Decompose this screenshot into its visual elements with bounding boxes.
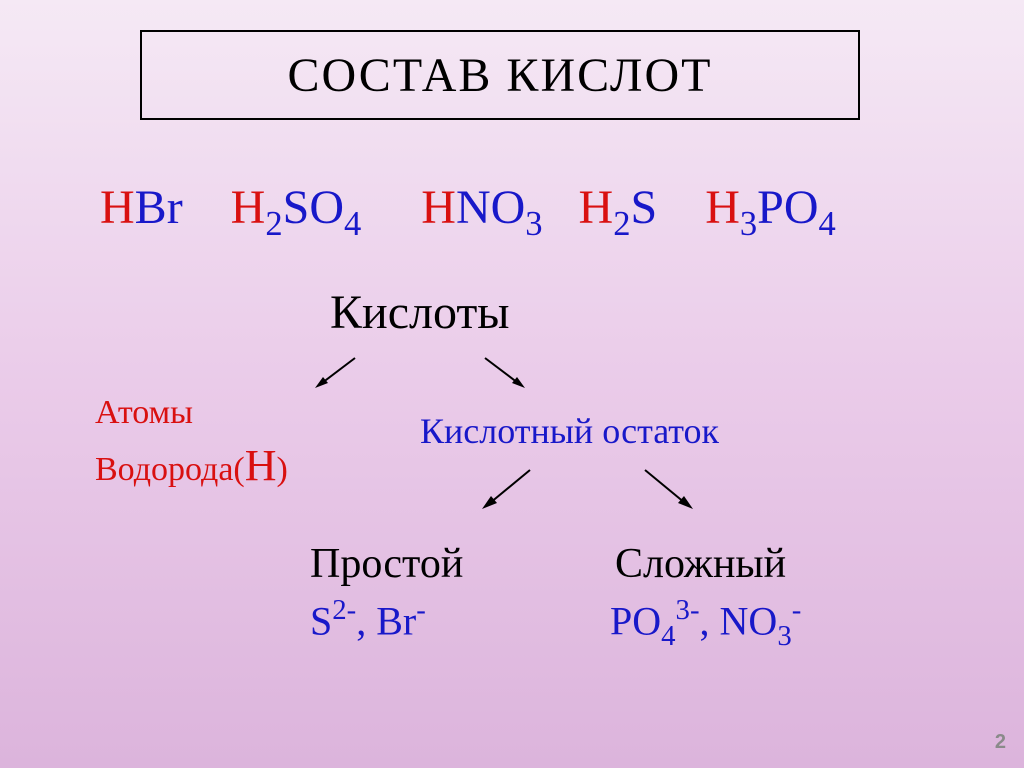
arrow-acids-to-residue xyxy=(480,353,530,393)
formula-H2S: H2S xyxy=(579,181,658,234)
formula-H3PO4: H3PO4 xyxy=(705,181,836,234)
formula-H2SO4: H2SO4 xyxy=(231,181,362,234)
arrow-acids-to-atoms xyxy=(310,353,360,393)
acids-label: Кислоты xyxy=(330,285,510,340)
atoms-hydrogen-label: Атомы Водорода(Н) xyxy=(95,390,288,495)
formula-HBr: HBr xyxy=(100,181,183,234)
complex-label: Сложный xyxy=(615,540,786,588)
arrow-residue-to-complex xyxy=(640,465,700,515)
atoms-line2-suffix: ) xyxy=(277,451,288,488)
simple-ions: S2-, Br- xyxy=(310,595,426,644)
page-number: 2 xyxy=(995,731,1006,754)
complex-ions: PO43-, NO3- xyxy=(610,595,801,651)
atoms-H: Н xyxy=(245,441,277,490)
atoms-line2-prefix: Водорода( xyxy=(95,451,245,488)
acid-residue-label: Кислотный остаток xyxy=(420,410,719,452)
formula-HNO3: HNO3 xyxy=(421,181,542,234)
arrow-residue-to-simple xyxy=(475,465,535,515)
simple-label: Простой xyxy=(310,540,463,588)
title-box: СОСТАВ КИСЛОТ xyxy=(140,30,860,120)
atoms-line1: Атомы xyxy=(95,394,193,431)
formula-row: HBr H2SO4 HNO3 H2S H3PO4 xyxy=(100,180,920,243)
title-text: СОСТАВ КИСЛОТ xyxy=(288,48,713,103)
